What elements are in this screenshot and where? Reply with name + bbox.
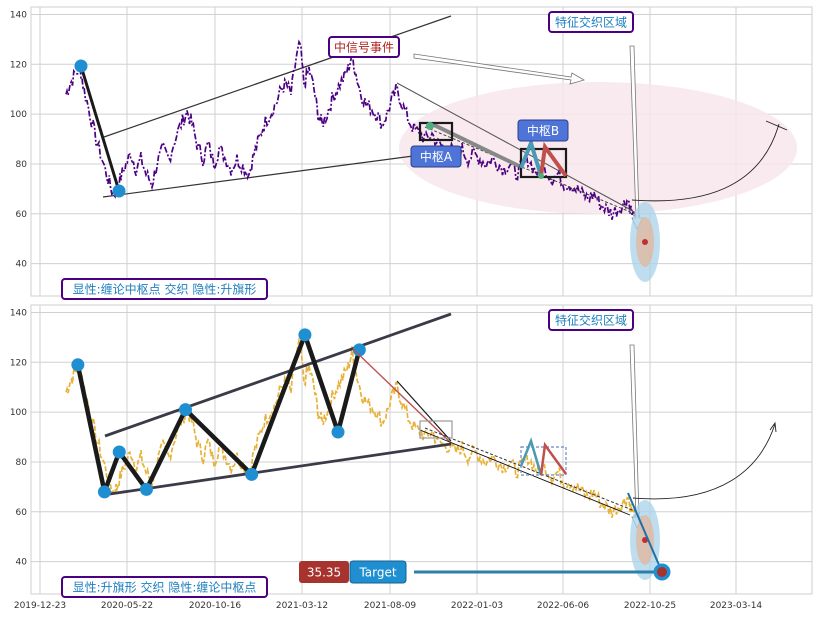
x-tick-labels: 2019-12-23 2020-05-22 2020-10-16 2021-03-12… <box>14 601 763 611</box>
bottom-pivot-0 <box>71 358 85 372</box>
bottom-zhongshu-b-stroke-a <box>519 437 543 476</box>
target-badge: Target <box>349 560 407 584</box>
top-feature-box: 特征交织区域 <box>548 11 634 33</box>
top-y-ticks: 40 60 80 100 120 140 <box>10 10 27 269</box>
bottom-pivots <box>71 328 366 499</box>
bottom-pivot-2 <box>112 445 126 459</box>
price-badge-text: 35.35 <box>307 566 341 580</box>
top-y-tick-label: 60 <box>16 210 28 220</box>
top-bottom-box-text: 显性:缠论中枢点 交织 隐性:升旗形 <box>73 282 257 297</box>
top-hollow-arrow-right <box>413 53 586 85</box>
bottom-y-ticks: 40 60 80 100 120 140 <box>10 308 27 567</box>
bottom-black-segment <box>396 380 452 442</box>
zhongshu-a-text: 中枢A <box>420 149 453 164</box>
bottom-pivot-7 <box>331 425 345 439</box>
bottom-feature-box: 特征交织区域 <box>548 309 634 331</box>
bottom-bottom-box: 显性:升旗形 交织 隐性:缠论中枢点 <box>61 576 268 598</box>
bottom-y-tick-label: 120 <box>10 358 27 368</box>
bottom-curve-arrow <box>632 423 776 500</box>
top-y-tick-label: 140 <box>10 10 27 20</box>
top-lower-trendline <box>102 150 452 198</box>
x-tick-label: 2022-10-25 <box>624 601 676 611</box>
x-tick-label: 2020-05-22 <box>101 601 153 611</box>
target-price-marker-inner <box>657 567 667 577</box>
top-gray-segment <box>431 122 520 168</box>
x-tick-label: 2019-12-23 <box>14 601 66 611</box>
bottom-down-line-2 <box>419 429 631 516</box>
bottom-pivot-3 <box>139 482 153 496</box>
price-badge: 35.35 <box>299 561 349 583</box>
bottom-curve-arrow-head <box>769 421 777 433</box>
bottom-y-tick-label: 100 <box>10 408 27 418</box>
top-panel: 40 60 80 100 120 140 <box>10 6 813 300</box>
bottom-upper-trendline <box>104 312 452 438</box>
top-down-channel-upper <box>396 82 634 212</box>
top-target-point <box>642 239 648 245</box>
bottom-bottom-box-text: 显性:升旗形 交织 隐性:缠论中枢点 <box>73 580 257 595</box>
bottom-pivot-4 <box>178 403 192 417</box>
bottom-lower-trendline <box>102 442 452 497</box>
top-y-tick-label: 80 <box>16 160 28 170</box>
bottom-pivot-6 <box>298 328 312 342</box>
signal-event-box: 中信号事件 <box>328 36 400 58</box>
bottom-down-line-1 <box>424 427 641 514</box>
x-tick-label: 2021-03-12 <box>276 601 328 611</box>
x-tick-label: 2023-03-14 <box>710 601 763 611</box>
x-tick-label: 2022-06-06 <box>537 601 590 611</box>
bottom-y-tick-label: 60 <box>16 508 28 518</box>
zhongshu-b-stroke-a <box>519 136 543 177</box>
x-tick-label: 2022-01-03 <box>451 601 503 611</box>
zhongshu-b-text: 中枢B <box>527 123 559 138</box>
zhongshu-b-dot <box>538 173 544 179</box>
target-badge-text: Target <box>358 566 396 580</box>
bottom-y-tick-label: 140 <box>10 308 27 318</box>
top-curve-arrow-head <box>765 120 788 131</box>
top-intersect-ellipse <box>399 82 797 214</box>
zhongshu-b-label: 中枢B <box>517 119 569 142</box>
top-zigzag-stroke <box>79 65 121 192</box>
bottom-red-segment <box>352 348 452 444</box>
x-tick-label: 2020-10-16 <box>189 601 242 611</box>
zhongshu-a-label: 中枢A <box>410 145 462 168</box>
zhongshu-a-dot <box>426 122 434 130</box>
x-tick-label: 2021-08-09 <box>364 601 417 611</box>
bottom-zhongshu-a-box <box>419 420 453 439</box>
bottom-pivot-5 <box>245 467 259 481</box>
bottom-pivot-8 <box>352 343 366 357</box>
top-down-channel-lower <box>424 126 641 217</box>
bottom-grid <box>31 305 812 594</box>
top-curve-arrow <box>631 123 780 202</box>
top-pivot-high <box>74 59 88 73</box>
top-y-tick-label: 40 <box>16 260 28 270</box>
top-feature-box-text: 特征交织区域 <box>555 15 627 30</box>
bottom-zhongshu-b-stroke-b <box>539 441 568 476</box>
bottom-target-blue-line <box>627 492 663 573</box>
bottom-pivot-1 <box>97 485 111 499</box>
top-y-tick-label: 100 <box>10 110 27 120</box>
top-bottom-box: 显性:缠论中枢点 交织 隐性:升旗形 <box>61 278 268 300</box>
top-price-series <box>65 39 637 224</box>
zhongshu-a-box <box>418 121 454 142</box>
bottom-y-tick-label: 40 <box>16 558 28 568</box>
signal-event-text: 中信号事件 <box>334 40 394 55</box>
top-y-tick-label: 120 <box>10 60 27 70</box>
bottom-feature-box-text: 特征交织区域 <box>555 313 627 328</box>
bottom-y-tick-label: 80 <box>16 458 28 468</box>
zhongshu-b-stroke-b <box>539 141 568 178</box>
top-pivot-low <box>112 184 126 198</box>
bottom-panel: 40 60 80 100 120 140 <box>10 304 813 598</box>
